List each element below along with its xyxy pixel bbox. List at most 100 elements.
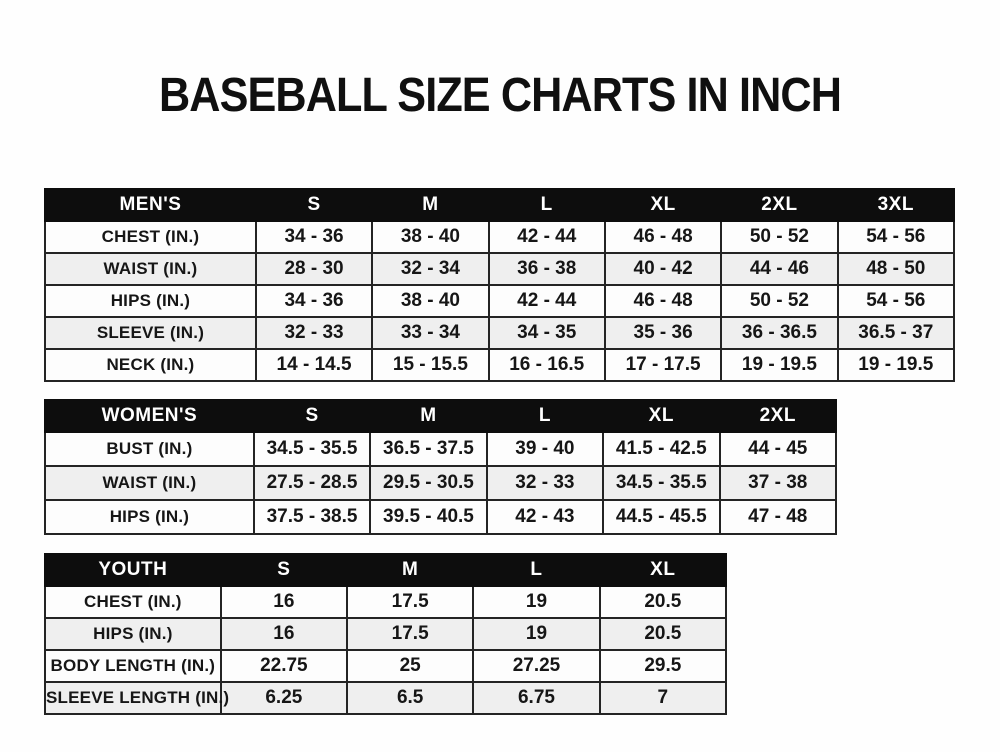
mens-neck-row: NECK (IN.) 14 - 14.5 15 - 15.5 16 - 16.5…	[44, 348, 956, 382]
size-cell: 50 - 52	[720, 284, 839, 318]
size-cell: 33 - 34	[371, 316, 490, 350]
size-cell: 19	[472, 585, 601, 619]
size-cell: 42 - 44	[487, 284, 606, 318]
youth-hips-row: HIPS (IN.) 16 17.5 19 20.5	[44, 617, 728, 651]
mens-size-table: MEN'S S M L XL 2XL 3XL CHEST (IN.) 34 - …	[44, 188, 956, 382]
size-cell: 15 - 15.5	[371, 348, 490, 382]
size-cell: 19 - 19.5	[720, 348, 839, 382]
size-cell: 6.5	[346, 681, 475, 715]
size-cell: 54 - 56	[836, 284, 956, 318]
size-cell: 22.75	[219, 649, 349, 683]
row-label: HIPS (IN.)	[44, 284, 257, 318]
mens-header-size-s: S	[254, 188, 374, 222]
womens-bust-row: BUST (IN.) 34.5 - 35.5 36.5 - 37.5 39 - …	[44, 431, 838, 467]
womens-waist-row: WAIST (IN.) 27.5 - 28.5 29.5 - 30.5 32 -…	[44, 465, 838, 501]
womens-header-size-xl: XL	[602, 399, 721, 433]
row-label: WAIST (IN.)	[44, 252, 257, 286]
size-cell: 46 - 48	[603, 220, 723, 254]
youth-header-size-s: S	[219, 553, 349, 587]
size-cell: 16 - 16.5	[487, 348, 606, 382]
size-cell: 32 - 33	[254, 316, 374, 350]
womens-size-table: WOMEN'S S M L XL 2XL BUST (IN.) 34.5 - 3…	[44, 399, 838, 535]
size-cell: 39 - 40	[485, 431, 605, 467]
size-cell: 34.5 - 35.5	[602, 465, 721, 501]
size-cell: 42 - 43	[485, 499, 605, 535]
size-cell: 36 - 36.5	[720, 316, 839, 350]
size-cell: 32 - 33	[485, 465, 605, 501]
size-cell: 29.5	[598, 649, 728, 683]
womens-header-label: WOMEN'S	[44, 399, 255, 433]
mens-chest-row: CHEST (IN.) 34 - 36 38 - 40 42 - 44 46 -…	[44, 220, 956, 254]
size-cell: 34 - 35	[487, 316, 606, 350]
size-cell: 38 - 40	[371, 284, 490, 318]
youth-header-size-m: M	[346, 553, 475, 587]
row-label: BODY LENGTH (IN.)	[44, 649, 222, 683]
row-label: BUST (IN.)	[44, 431, 255, 467]
size-cell: 7	[598, 681, 728, 715]
size-cell: 44 - 45	[718, 431, 838, 467]
size-cell: 42 - 44	[487, 220, 606, 254]
size-cell: 28 - 30	[254, 252, 374, 286]
row-label: SLEEVE (IN.)	[44, 316, 257, 350]
mens-hips-row: HIPS (IN.) 34 - 36 38 - 40 42 - 44 46 - …	[44, 284, 956, 318]
size-cell: 36.5 - 37	[836, 316, 956, 350]
row-label: HIPS (IN.)	[44, 617, 222, 651]
size-cell: 17 - 17.5	[603, 348, 723, 382]
row-label: NECK (IN.)	[44, 348, 257, 382]
size-cell: 6.75	[472, 681, 601, 715]
row-label: HIPS (IN.)	[44, 499, 255, 535]
row-label: CHEST (IN.)	[44, 220, 257, 254]
youth-size-table: YOUTH S M L XL CHEST (IN.) 16 17.5 19 20…	[44, 553, 728, 715]
size-cell: 47 - 48	[718, 499, 838, 535]
womens-hips-row: HIPS (IN.) 37.5 - 38.5 39.5 - 40.5 42 - …	[44, 499, 838, 535]
size-cell: 6.25	[219, 681, 349, 715]
mens-header-size-xl: XL	[603, 188, 723, 222]
size-cell: 14 - 14.5	[254, 348, 374, 382]
mens-header-row: MEN'S S M L XL 2XL 3XL	[44, 188, 956, 222]
size-cell: 38 - 40	[371, 220, 490, 254]
size-cell: 37.5 - 38.5	[252, 499, 372, 535]
youth-body-length-row: BODY LENGTH (IN.) 22.75 25 27.25 29.5	[44, 649, 728, 683]
row-label: WAIST (IN.)	[44, 465, 255, 501]
size-cell: 20.5	[598, 585, 728, 619]
size-cell: 19	[472, 617, 601, 651]
row-label: CHEST (IN.)	[44, 585, 222, 619]
size-cell: 20.5	[598, 617, 728, 651]
size-cell: 41.5 - 42.5	[602, 431, 721, 467]
youth-header-label: YOUTH	[44, 553, 222, 587]
size-cell: 37 - 38	[718, 465, 838, 501]
mens-header-size-l: L	[487, 188, 606, 222]
youth-header-row: YOUTH S M L XL	[44, 553, 728, 587]
size-cell: 35 - 36	[603, 316, 723, 350]
size-cell: 16	[219, 585, 349, 619]
womens-header-size-s: S	[252, 399, 372, 433]
size-cell: 34 - 36	[254, 284, 374, 318]
size-cell: 44 - 46	[720, 252, 839, 286]
size-cell: 39.5 - 40.5	[369, 499, 488, 535]
size-cell: 44.5 - 45.5	[602, 499, 721, 535]
youth-header-size-xl: XL	[598, 553, 728, 587]
womens-header-size-l: L	[485, 399, 605, 433]
womens-header-size-m: M	[369, 399, 488, 433]
youth-header-size-l: L	[472, 553, 601, 587]
size-cell: 50 - 52	[720, 220, 839, 254]
mens-waist-row: WAIST (IN.) 28 - 30 32 - 34 36 - 38 40 -…	[44, 252, 956, 286]
size-cell: 46 - 48	[603, 284, 723, 318]
size-cell: 17.5	[346, 585, 475, 619]
size-cell: 36 - 38	[487, 252, 606, 286]
row-label: SLEEVE LENGTH (IN.)	[44, 681, 229, 715]
mens-sleeve-row: SLEEVE (IN.) 32 - 33 33 - 34 34 - 35 35 …	[44, 316, 956, 350]
size-cell: 54 - 56	[836, 220, 956, 254]
size-cell: 25	[346, 649, 475, 683]
womens-header-row: WOMEN'S S M L XL 2XL	[44, 399, 838, 433]
mens-header-label: MEN'S	[44, 188, 257, 222]
size-cell: 34.5 - 35.5	[252, 431, 372, 467]
size-cell: 32 - 34	[371, 252, 490, 286]
size-cell: 27.5 - 28.5	[252, 465, 372, 501]
mens-header-size-3xl: 3XL	[836, 188, 956, 222]
size-cell: 17.5	[346, 617, 475, 651]
mens-header-size-2xl: 2XL	[720, 188, 839, 222]
mens-header-size-m: M	[371, 188, 490, 222]
size-cell: 29.5 - 30.5	[369, 465, 488, 501]
